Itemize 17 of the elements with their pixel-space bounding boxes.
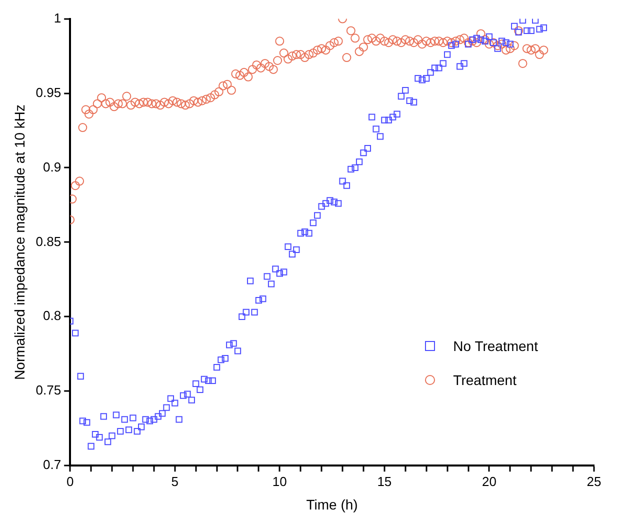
x-tick-label: 5 xyxy=(171,474,178,489)
y-tick-label: 0.9 xyxy=(43,159,62,174)
y-tick-label: 0.7 xyxy=(43,457,62,472)
x-tick-label: 10 xyxy=(272,474,287,489)
y-tick-label: 1 xyxy=(54,10,62,26)
x-tick-label: 25 xyxy=(586,474,602,489)
y-tick-label: 0.75 xyxy=(36,382,62,398)
legend-label: No Treatment xyxy=(453,338,538,354)
x-tick-label: 15 xyxy=(377,474,392,489)
y-tick-label: 0.8 xyxy=(43,308,62,324)
x-tick-label: 0 xyxy=(66,474,74,489)
legend-label: Treatment xyxy=(453,372,516,388)
x-axis-title: Time (h) xyxy=(306,496,358,512)
y-tick-label: 0.95 xyxy=(36,84,62,100)
y-tick-label: 0.85 xyxy=(36,234,62,249)
x-tick-label: 20 xyxy=(482,474,496,489)
y-axis-title: Normalized impedance magnitude at 10 kHz xyxy=(11,104,28,380)
